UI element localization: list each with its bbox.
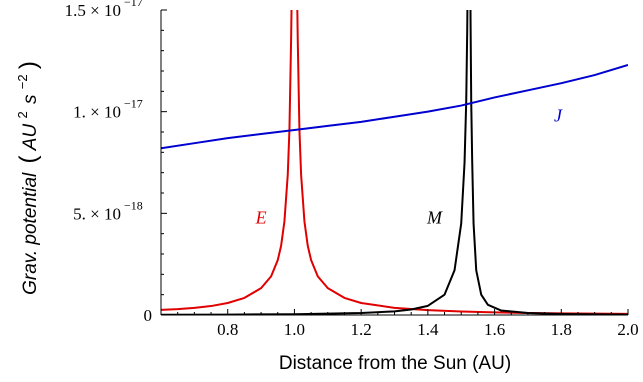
y-tick-exponent: −18 bbox=[124, 198, 143, 212]
y-ticks: 05. × 10 −181. × 10 −171.5 × 10 −17 bbox=[65, 0, 167, 325]
y-tick-label: 0 bbox=[144, 306, 153, 325]
series-M-label: M bbox=[426, 207, 443, 227]
series-layer bbox=[161, 10, 628, 315]
series-E-label: E bbox=[255, 207, 267, 227]
y-axis-title-unit-s: s bbox=[20, 94, 41, 104]
series-J-line bbox=[161, 63, 628, 150]
y-axis-title-close-paren: ) bbox=[15, 61, 42, 69]
x-tick-label: 1.2 bbox=[351, 320, 372, 339]
x-ticks: 0.8 1.0 1.2 1.4 1.6 1.8 2.0 bbox=[177, 309, 639, 339]
axes bbox=[160, 10, 628, 316]
y-axis-title-unit-s-exp: −2 bbox=[15, 74, 30, 89]
y-axis-title-unit-au: AU bbox=[20, 124, 41, 152]
x-tick-label: 1.4 bbox=[417, 320, 439, 339]
series-E-line bbox=[161, 10, 628, 315]
y-tick-exponent: −17 bbox=[124, 0, 143, 9]
y-axis-title-main: Grav. potential bbox=[20, 172, 41, 295]
x-tick-label: 2.0 bbox=[617, 320, 638, 339]
x-tick-label: 1.6 bbox=[484, 320, 505, 339]
y-axis-title-open-paren: ( bbox=[15, 155, 42, 163]
series-J-label: J bbox=[554, 106, 563, 126]
x-tick-label: 1.8 bbox=[551, 320, 572, 339]
svg-text:Grav. potential (: Grav. potential ( AU 2 s −2 ) bbox=[11, 61, 42, 295]
x-tick-label: 1.0 bbox=[284, 320, 305, 339]
series-labels: E M J bbox=[255, 106, 563, 228]
y-axis-title-unit-au-exp: 2 bbox=[15, 111, 30, 118]
y-tick-label: 1.5 × 10 bbox=[65, 1, 121, 20]
y-tick-label: 1. × 10 bbox=[73, 103, 121, 122]
y-tick-label: 5. × 10 bbox=[73, 204, 121, 223]
x-tick-label: 0.8 bbox=[217, 320, 238, 339]
y-axis-title: Grav. potential ( AU 2 s −2 ) bbox=[11, 61, 42, 295]
y-tick-exponent: −17 bbox=[124, 97, 143, 111]
x-axis-title: Distance from the Sun (AU) bbox=[279, 353, 511, 374]
series-M-line bbox=[161, 10, 628, 315]
